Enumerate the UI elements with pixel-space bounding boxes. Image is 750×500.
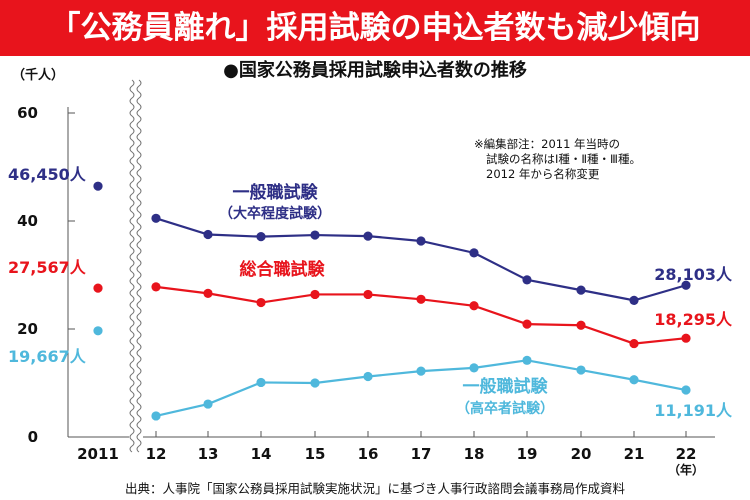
- x-tick-label-18: 18: [464, 445, 485, 463]
- data-point-s1-2011: [93, 283, 103, 293]
- data-point-s1-12: [151, 282, 161, 292]
- y-tick-label-0: 0: [28, 428, 38, 446]
- data-point-s1-20: [576, 320, 586, 330]
- data-point-s1-19: [522, 319, 532, 329]
- x-tick-label-2011: 2011: [77, 445, 119, 463]
- data-point-s1-22: [681, 333, 691, 343]
- data-point-s2-22: [681, 385, 691, 395]
- editor-note-line-3: 2012 年から名称変更: [486, 167, 600, 181]
- axis-break-line-right: [136, 79, 142, 453]
- editor-note-line-1: ※編集部注：2011 年当時の: [474, 137, 621, 151]
- data-point-s0-15: [310, 230, 320, 240]
- data-point-s1-18: [469, 301, 479, 311]
- series-line-0: [155, 217, 687, 302]
- x-tick-label-13: 13: [198, 445, 219, 463]
- value-label-last-s2: 11,191人: [654, 401, 733, 420]
- editor-note: ※編集部注：2011 年当時の 試験の名称はⅠ種・Ⅱ種・Ⅲ種。 2012 年から…: [474, 137, 674, 182]
- axis-break-gap: [129, 78, 143, 454]
- data-point-s2-18: [469, 363, 479, 373]
- series-name-s1: 総合職試験: [240, 259, 326, 280]
- data-point-s2-13: [203, 399, 213, 409]
- editor-note-line-2: 試験の名称はⅠ種・Ⅱ種・Ⅲ種。: [486, 152, 641, 166]
- data-point-s0-12: [151, 213, 161, 223]
- data-point-s2-21: [629, 375, 639, 385]
- x-tick-label-17: 17: [411, 445, 432, 463]
- data-point-s2-2011: [93, 326, 103, 336]
- data-point-s0-16: [363, 231, 373, 241]
- value-label-last-s0: 28,103人: [654, 265, 733, 284]
- data-point-s1-16: [363, 289, 373, 300]
- y-tick-label-20: 20: [17, 320, 38, 338]
- x-tick-label-15: 15: [305, 445, 326, 463]
- data-point-s2-15: [310, 378, 320, 388]
- data-point-s0-21: [629, 295, 639, 305]
- headline-banner: 「公務員離れ」採用試験の申込者数も減少傾向: [0, 0, 750, 56]
- x-tick-label-14: 14: [251, 445, 272, 463]
- value-label-first-s0: 46,450人: [8, 165, 87, 184]
- x-tick-label-22: 22: [676, 445, 697, 463]
- data-point-s0-17: [416, 236, 426, 246]
- data-point-s2-14: [256, 377, 266, 388]
- value-label-last-s1: 18,295人: [654, 310, 733, 329]
- series-subname-s2: （高卒者試験）: [456, 400, 554, 417]
- data-point-s1-13: [203, 288, 213, 298]
- x-axis-unit: （年）: [668, 462, 704, 477]
- data-point-s0-20: [576, 285, 586, 295]
- data-point-s1-15: [310, 289, 320, 300]
- data-point-s2-20: [576, 365, 586, 375]
- data-point-s1-21: [629, 338, 639, 349]
- y-axis-unit: （千人）: [12, 68, 65, 83]
- data-point-s2-16: [363, 371, 373, 382]
- source-credit: 出典：人事院「国家公務員採用試験実施状況」に基づき人事行政諮問会議事務局作成資料: [124, 481, 625, 496]
- series-name-s2: 一般職試験: [463, 376, 549, 397]
- chart-title: ●国家公務員採用試験申込者数の推移: [223, 60, 527, 81]
- x-tick-label-19: 19: [517, 445, 538, 463]
- x-tick-label-16: 16: [358, 445, 379, 463]
- x-tick-label-21: 21: [624, 445, 645, 463]
- x-tick-label-20: 20: [571, 445, 592, 463]
- data-point-s2-17: [416, 366, 426, 376]
- y-tick-label-60: 60: [17, 104, 38, 122]
- data-point-s1-17: [416, 294, 426, 304]
- data-point-s0-14: [256, 232, 266, 242]
- data-point-s2-12: [151, 411, 161, 421]
- value-label-first-s2: 19,667人: [8, 347, 87, 366]
- data-point-s0-2011: [93, 181, 103, 191]
- axis-break-line-left: [129, 79, 135, 453]
- series-name-s0: 一般職試験: [233, 182, 319, 203]
- data-point-s0-22: [681, 280, 691, 290]
- x-tick-label-12: 12: [146, 445, 167, 463]
- data-point-s0-19: [522, 275, 532, 285]
- series-subname-s0: （大卒程度試験）: [219, 205, 331, 222]
- data-point-s0-13: [203, 229, 213, 240]
- data-point-s1-14: [256, 297, 266, 308]
- data-point-s2-19: [522, 355, 532, 365]
- value-label-first-s1: 27,567人: [8, 258, 87, 277]
- data-point-s0-18: [469, 248, 479, 258]
- y-tick-label-40: 40: [17, 212, 38, 230]
